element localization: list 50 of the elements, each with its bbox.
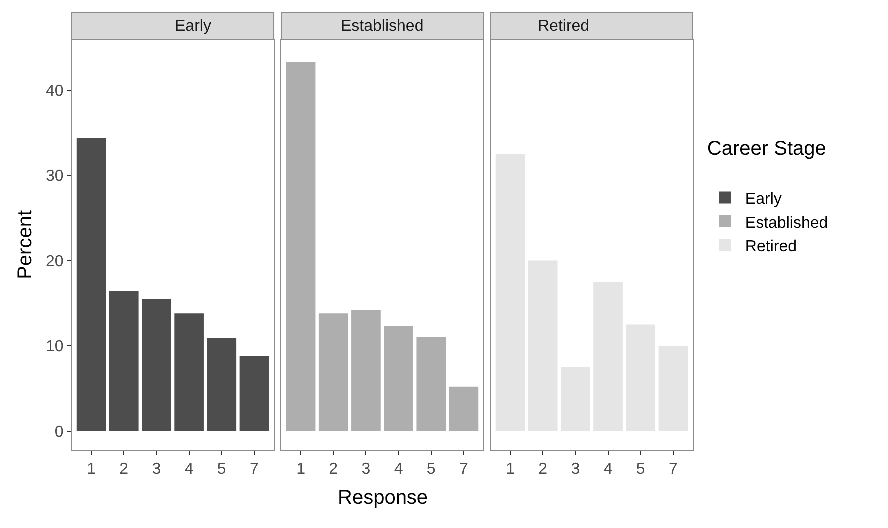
y-tick-label: 20 xyxy=(46,253,64,270)
bar xyxy=(142,299,172,432)
x-tick-label: 7 xyxy=(460,461,469,478)
legend-label: Early xyxy=(745,190,782,208)
y-tick-label: 0 xyxy=(54,424,64,441)
x-tick-label: 4 xyxy=(604,461,613,478)
legend-label: Retired xyxy=(745,238,797,256)
bar xyxy=(594,282,623,432)
chart-title: Early xyxy=(175,18,212,35)
y-tick-label: 30 xyxy=(46,168,64,186)
x-tick-label: 3 xyxy=(571,461,580,478)
chart-title: Retired xyxy=(538,18,590,35)
y-tick-label: 10 xyxy=(46,338,64,356)
bar xyxy=(109,291,139,432)
x-tick-label: 5 xyxy=(636,461,646,478)
x-tick-label: 2 xyxy=(538,461,548,478)
x-tick-label: 5 xyxy=(217,461,226,478)
x-tick-label: 1 xyxy=(87,461,96,478)
x-tick-label: 2 xyxy=(329,461,338,478)
x-tick-label: 3 xyxy=(362,461,371,478)
legend-title: Career Stage xyxy=(707,138,826,160)
bar xyxy=(207,338,237,432)
bar xyxy=(561,367,590,432)
y-axis-title: Percent xyxy=(14,210,36,280)
chart-title: Established xyxy=(341,18,424,35)
bar xyxy=(626,324,656,432)
bar xyxy=(352,310,381,432)
bar xyxy=(174,314,204,432)
bar xyxy=(658,346,688,432)
x-tick-label: 5 xyxy=(426,461,436,478)
bar xyxy=(286,62,316,432)
x-axis-title: Response xyxy=(338,487,428,509)
x-tick-label: 2 xyxy=(120,461,129,478)
bar xyxy=(496,154,526,432)
bar xyxy=(76,138,106,432)
x-tick-label: 4 xyxy=(394,461,404,478)
x-tick-label: 7 xyxy=(250,461,260,478)
bar xyxy=(528,260,558,432)
x-tick-label: 3 xyxy=(152,461,162,478)
bar xyxy=(384,326,414,432)
x-tick-label: 7 xyxy=(668,461,678,478)
bar xyxy=(240,356,270,432)
bar xyxy=(416,337,446,432)
legend-label: Established xyxy=(745,214,828,232)
y-tick-label: 40 xyxy=(46,82,64,100)
x-tick-label: 4 xyxy=(184,461,194,478)
x-tick-label: 1 xyxy=(296,461,306,478)
bar xyxy=(318,314,348,432)
bar xyxy=(449,386,479,432)
x-tick-label: 1 xyxy=(506,461,516,478)
